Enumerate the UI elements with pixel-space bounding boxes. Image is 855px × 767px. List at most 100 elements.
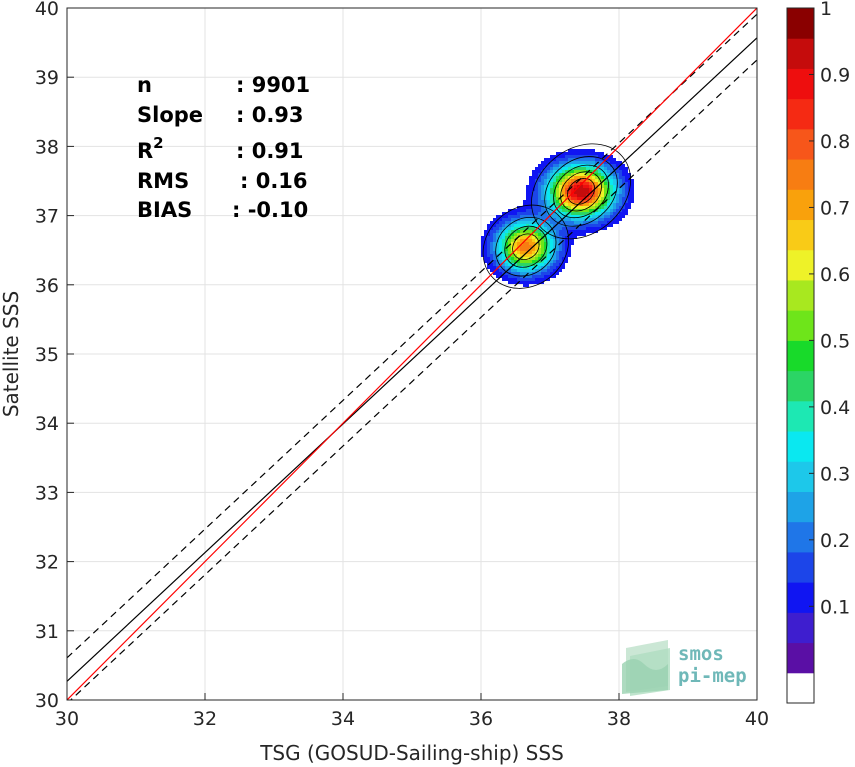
density-cell xyxy=(622,185,625,188)
colorbar-segment xyxy=(787,128,814,160)
reference-lines xyxy=(67,8,757,700)
density-cell xyxy=(538,206,541,209)
density-cell xyxy=(619,182,622,185)
x-tick-label: 38 xyxy=(607,708,631,730)
density-cell xyxy=(586,173,589,176)
density-cell xyxy=(532,239,535,242)
density-cell xyxy=(586,230,589,233)
density-cell xyxy=(544,179,547,182)
density-cell xyxy=(499,239,502,242)
density-cell xyxy=(568,236,571,239)
density-cell xyxy=(565,158,568,161)
density-cell xyxy=(589,218,592,221)
density-cell xyxy=(529,260,532,263)
density-cell xyxy=(514,233,517,236)
density-cell xyxy=(550,203,553,206)
density-cell xyxy=(499,221,502,224)
density-cell xyxy=(523,206,526,209)
density-cell xyxy=(565,200,568,203)
density-cell xyxy=(604,218,607,221)
density-cell xyxy=(580,161,583,164)
x-axis-label: TSG (GOSUD-Sailing-ship) SSS xyxy=(259,741,564,765)
density-cell xyxy=(562,221,565,224)
density-cell xyxy=(544,251,547,254)
density-cell xyxy=(613,161,616,164)
density-cell xyxy=(502,266,505,269)
density-cell xyxy=(523,281,526,284)
density-cell xyxy=(487,224,490,227)
density-cell xyxy=(526,203,529,206)
density-cell xyxy=(553,275,556,278)
density-cell xyxy=(541,233,544,236)
x-tick-label: 40 xyxy=(745,708,769,730)
density-cell xyxy=(508,236,511,239)
density-cell xyxy=(559,158,562,161)
density-cell xyxy=(502,230,505,233)
density-cell xyxy=(580,158,583,161)
density-cell xyxy=(538,182,541,185)
density-cell xyxy=(547,164,550,167)
density-cell xyxy=(562,242,565,245)
density-cell xyxy=(598,224,601,227)
density-cell xyxy=(628,185,631,188)
density-cell xyxy=(589,203,592,206)
density-cell xyxy=(553,161,556,164)
density-cell xyxy=(604,167,607,170)
contour-line xyxy=(560,171,602,212)
density-cell xyxy=(526,263,529,266)
density-cell xyxy=(583,149,586,152)
density-cell xyxy=(583,206,586,209)
density-cell xyxy=(535,167,538,170)
density-cell xyxy=(490,242,493,245)
density-cell xyxy=(550,182,553,185)
colorbar-tick-label: 0.9 xyxy=(820,64,850,86)
density-cell xyxy=(622,179,625,182)
density-cell xyxy=(484,239,487,242)
density-cell xyxy=(610,206,613,209)
density-cell xyxy=(547,266,550,269)
density-cell xyxy=(529,224,532,227)
density-cell xyxy=(559,173,562,176)
density-cell xyxy=(568,218,571,221)
density-cell xyxy=(601,176,604,179)
density-cell xyxy=(505,275,508,278)
colorbar-frame xyxy=(786,7,815,704)
density-cell xyxy=(550,158,553,161)
density-cell xyxy=(535,269,538,272)
density-cell xyxy=(607,191,610,194)
density-cell xyxy=(559,209,562,212)
density-cell xyxy=(613,215,616,218)
density-cell xyxy=(547,257,550,260)
density-cell xyxy=(529,275,532,278)
density-cell xyxy=(523,221,526,224)
density-cell xyxy=(586,215,589,218)
density-cell xyxy=(601,152,604,155)
density-cell xyxy=(556,176,559,179)
density-cell xyxy=(559,257,562,260)
density-cell xyxy=(499,266,502,269)
density-cell xyxy=(535,203,538,206)
density-cell xyxy=(586,185,589,188)
density-cell xyxy=(565,185,568,188)
density-cell xyxy=(571,200,574,203)
density-cell xyxy=(532,182,535,185)
density-cell xyxy=(481,236,484,239)
density-cell xyxy=(577,206,580,209)
density-cell xyxy=(622,197,625,200)
density-cell xyxy=(511,215,514,218)
density-cell xyxy=(532,236,535,239)
contour-line xyxy=(504,225,548,268)
density-cell xyxy=(607,164,610,167)
density-cell xyxy=(547,218,550,221)
density-cell xyxy=(508,212,511,215)
density-cell xyxy=(598,200,601,203)
density-cell xyxy=(544,197,547,200)
density-cell xyxy=(571,188,574,191)
density-cell xyxy=(490,251,493,254)
density-cell xyxy=(619,188,622,191)
density-cell xyxy=(502,227,505,230)
density-cell xyxy=(610,212,613,215)
density-cell xyxy=(592,158,595,161)
density-cell xyxy=(496,230,499,233)
density-cell xyxy=(520,209,523,212)
